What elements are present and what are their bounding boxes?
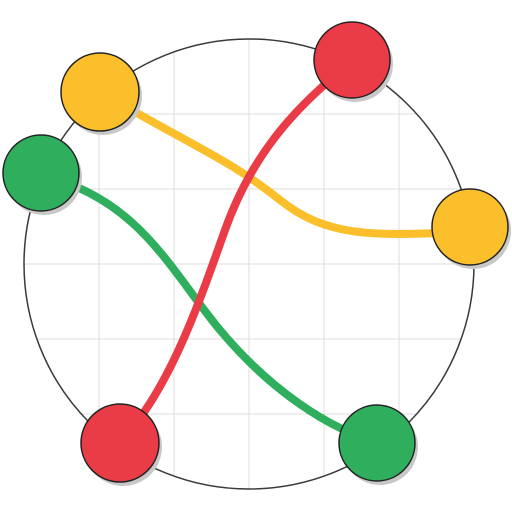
green-node-bottom[interactable] [338,404,418,485]
yellow-node-left-dot[interactable] [60,52,140,132]
red-node-top[interactable] [313,21,393,102]
red-node-bottom[interactable] [80,403,162,486]
yellow-node-left[interactable] [60,52,142,135]
red-node-bottom-dot[interactable] [80,403,160,483]
red-connection-line [116,58,356,446]
red-node-top-dot[interactable] [313,21,391,99]
yellow-connection-line [96,88,474,238]
yellow-node-right[interactable] [431,188,511,269]
yellow-node-right-dot[interactable] [431,188,509,266]
green-node-bottom-dot[interactable] [338,404,416,482]
green-node-left-dot[interactable] [2,134,80,212]
green-connection-line [38,171,382,446]
green-node-left[interactable] [2,134,82,215]
